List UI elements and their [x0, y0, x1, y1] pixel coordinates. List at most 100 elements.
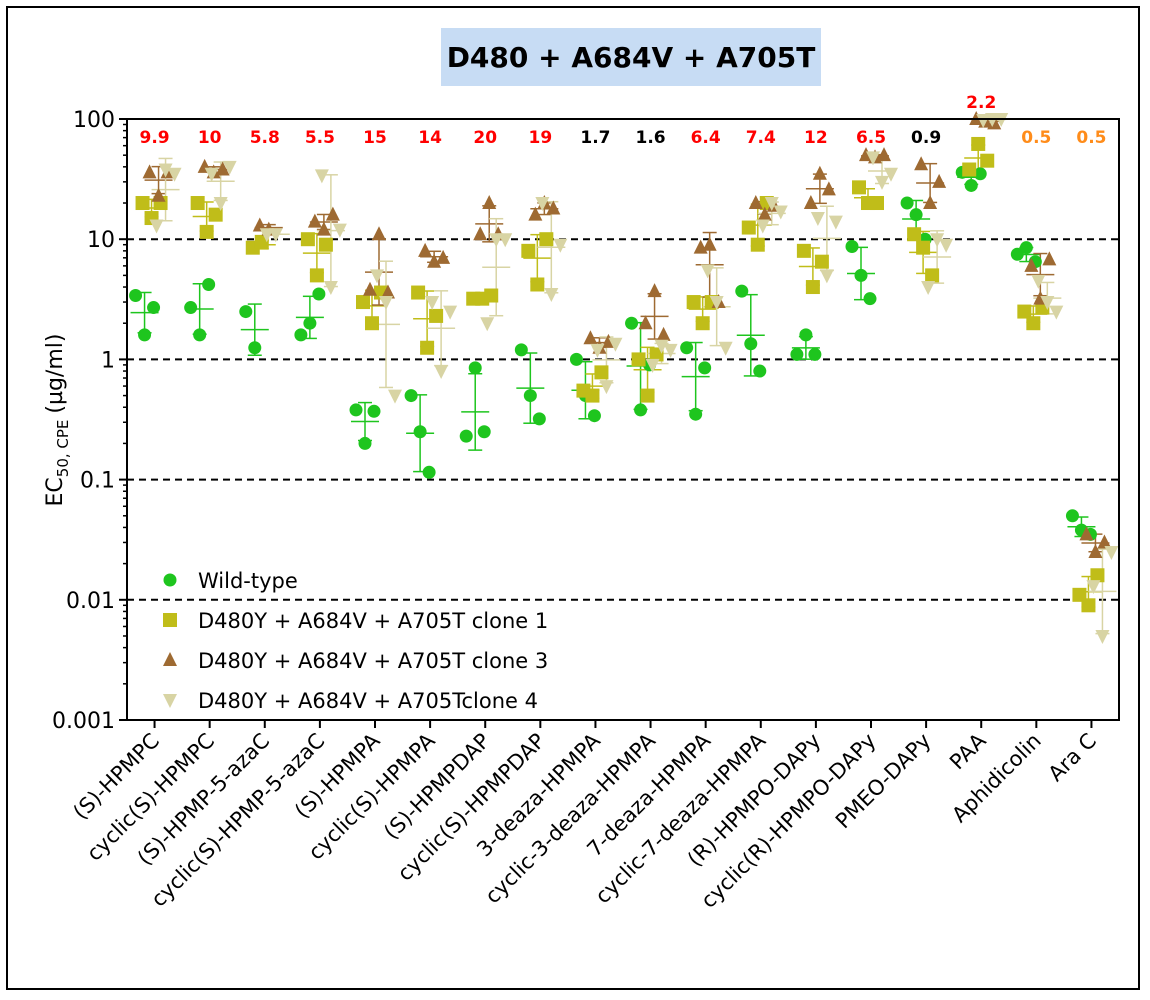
data-point [204, 167, 219, 182]
data-point [429, 308, 444, 323]
legend-label: Wild-type [198, 569, 298, 593]
data-point [741, 220, 756, 235]
data-point [939, 238, 954, 253]
y-tick-label: 100 [73, 108, 115, 133]
data-point [363, 281, 377, 296]
data-point [318, 237, 333, 252]
data-point [138, 328, 152, 342]
data-point [307, 213, 322, 228]
data-point [202, 277, 216, 291]
data-point [631, 352, 646, 367]
data-point [599, 380, 614, 395]
data-point [962, 162, 977, 177]
data-point [594, 365, 609, 380]
fold-change-labels: 9.9 10 5.8 5.5 15 14 20 19 1.7 1.6 6.4 7.4 12 6.5 0.9 2… [139, 93, 1106, 148]
data-point [819, 269, 834, 284]
data-point [213, 197, 228, 212]
data-point [1010, 247, 1024, 261]
legend-label: D480Y + A684V + A705T clone 1 [198, 609, 548, 633]
legend-label: D480Y + A684V + A705T clone 3 [198, 649, 548, 673]
data-point [625, 316, 639, 330]
data-point [1095, 629, 1110, 644]
data-point [932, 173, 947, 188]
y-tick-label: 0.001 [52, 709, 115, 734]
data-point [367, 404, 381, 418]
data-point [805, 280, 820, 295]
data-point [268, 228, 283, 243]
data-point [532, 412, 546, 426]
data-point [590, 343, 605, 358]
data-point [845, 239, 859, 253]
data-point [907, 227, 922, 242]
data-point [358, 436, 372, 450]
data-point [418, 242, 433, 257]
data-point [372, 226, 386, 241]
data-point [828, 215, 843, 230]
data-point [1019, 241, 1033, 255]
fold-change-label: 1.6 [635, 128, 665, 148]
data-point [193, 328, 207, 342]
fold-change-label: 5.5 [305, 128, 335, 148]
data-point [539, 232, 554, 247]
fold-change-label: 5.8 [250, 128, 280, 148]
data-point [821, 181, 836, 196]
data-point [404, 389, 418, 403]
data-point [468, 361, 482, 375]
data-point [314, 169, 329, 184]
data-point [773, 205, 788, 220]
data-point [312, 287, 326, 301]
data-point [484, 288, 499, 303]
y-axis-label: EC50, CPE (µg/ml) [43, 334, 72, 507]
data-point [199, 224, 214, 239]
chart-title-box: D480 + A684V + A705T [441, 28, 821, 86]
fold-change-label: 15 [363, 128, 387, 148]
data-point [498, 233, 513, 248]
data-point [436, 249, 451, 264]
data-point [925, 268, 940, 283]
data-point [411, 285, 426, 300]
legend-label: D480Y + A684V + A705Tclone 4 [198, 689, 538, 713]
data-point [1031, 274, 1046, 289]
data-point [365, 316, 379, 331]
data-point [748, 195, 763, 210]
data-point [535, 197, 550, 212]
data-point [151, 187, 166, 202]
data-point [709, 296, 724, 311]
fold-change-label: 1.7 [580, 128, 610, 148]
y-axis-label-main: EC [43, 477, 68, 506]
data-point [158, 163, 173, 178]
data-point [167, 167, 182, 182]
data-point [654, 339, 669, 354]
data-point [757, 206, 772, 221]
data-point [248, 341, 262, 355]
y-tick-label: 10 [87, 228, 115, 253]
chart-title: D480 + A684V + A705T [446, 40, 816, 74]
plot-area-border [126, 118, 1120, 721]
data-point [744, 337, 758, 351]
data-point [546, 200, 561, 215]
data-point [914, 156, 929, 171]
data-point [208, 207, 223, 222]
data-point [753, 364, 767, 378]
data-point [638, 315, 653, 330]
legend-marker [163, 694, 177, 708]
data-point [1086, 580, 1101, 595]
data-point [215, 161, 230, 176]
data-point [349, 403, 363, 417]
data-point [379, 296, 393, 311]
fold-change-label: 6.4 [691, 128, 721, 148]
data-point [303, 316, 317, 330]
data-point [877, 147, 891, 162]
y-tick-label: 0.1 [80, 469, 115, 494]
data-point [259, 228, 274, 243]
data-point [583, 330, 598, 345]
data-point [656, 326, 671, 341]
data-point [585, 388, 600, 403]
data-point [323, 281, 338, 296]
data-point [422, 465, 436, 479]
data-point [480, 317, 495, 332]
x-axis: (S)-HPMPCcyclic(S)-HPMPC(S)-HPMP-5-azaCc… [68, 720, 1101, 913]
data-point [528, 206, 543, 221]
data-point [381, 284, 395, 299]
